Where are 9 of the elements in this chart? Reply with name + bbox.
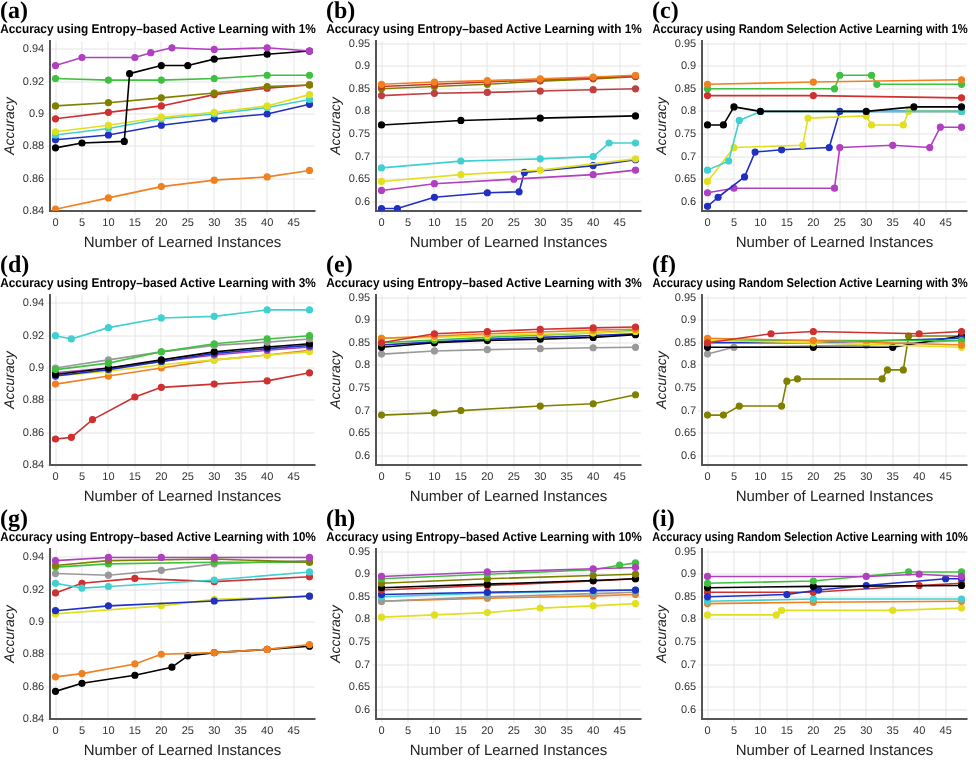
text: (h): [326, 504, 356, 532]
text: (d): [0, 250, 30, 278]
text: (b): [326, 0, 356, 24]
text: (i): [652, 504, 675, 532]
text: (f): [652, 250, 676, 278]
text: (c): [652, 0, 679, 24]
text: (e): [326, 250, 353, 278]
text: (a): [0, 0, 28, 24]
text: (g): [0, 504, 28, 532]
